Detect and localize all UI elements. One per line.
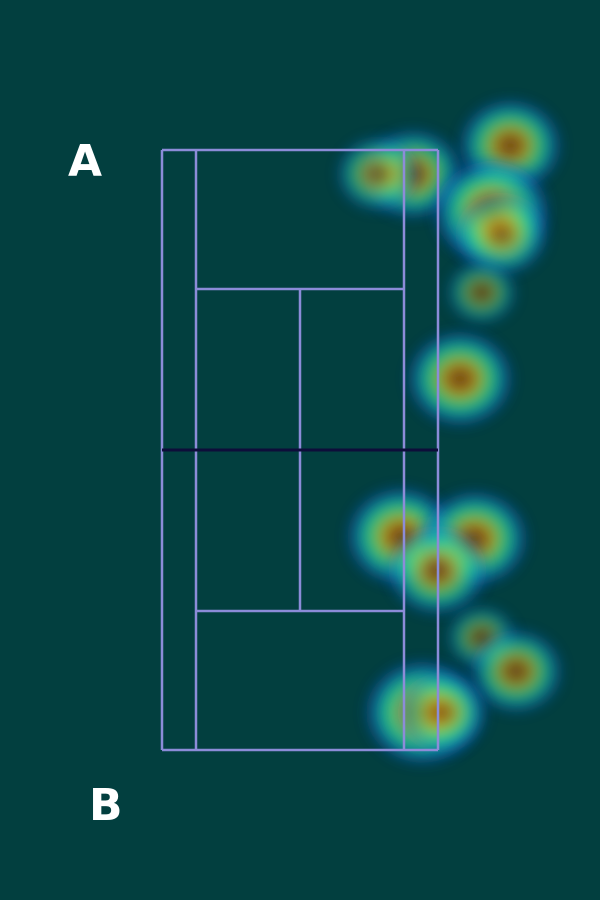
heat-spot-a-4 xyxy=(451,189,551,279)
heat-spot-a-2 xyxy=(333,133,423,215)
heat-spot-b-13 xyxy=(394,669,491,756)
heat-spot-a-5 xyxy=(443,258,520,327)
heat-spot-b-11 xyxy=(466,626,566,717)
player-a-label: A xyxy=(68,136,104,187)
heat-layer xyxy=(333,96,566,768)
player-b-label: B xyxy=(89,780,124,831)
heat-spot-a-6 xyxy=(403,327,517,430)
tennis-court xyxy=(160,148,440,752)
